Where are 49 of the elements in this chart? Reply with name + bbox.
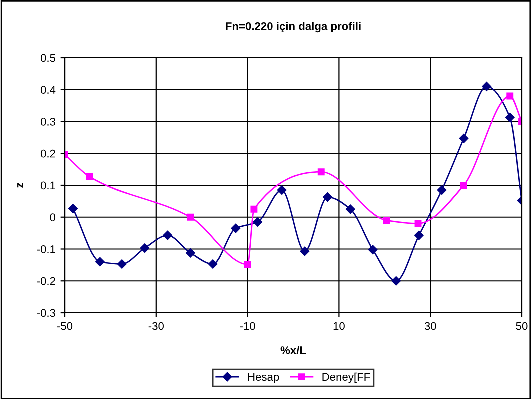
x-tick-label: 30 <box>424 322 436 330</box>
y-tick-label: 0.5 <box>40 54 56 62</box>
point <box>437 186 447 195</box>
y-tick-label: 0.2 <box>40 150 56 158</box>
y-tick-label: 0.4 <box>40 86 56 94</box>
x-tick-label: -30 <box>148 322 164 330</box>
y-tick-label: -0.1 <box>37 246 56 254</box>
y-tick-label: 0 <box>50 214 56 222</box>
x-tick-label: -10 <box>240 322 256 330</box>
point <box>163 230 172 240</box>
point <box>253 218 262 227</box>
point <box>318 168 325 176</box>
y-axis-title: z <box>18 183 24 188</box>
point <box>414 220 422 228</box>
x-tick-label: -50 <box>57 322 73 330</box>
point <box>392 276 401 286</box>
point <box>506 92 514 100</box>
point <box>323 192 332 202</box>
point <box>482 82 492 92</box>
y-tick-label: -0.3 <box>37 309 56 318</box>
point <box>118 260 127 269</box>
point <box>459 134 469 144</box>
x-axis-title: %x/L <box>280 346 306 355</box>
point <box>68 204 78 214</box>
point <box>383 217 390 224</box>
point <box>96 257 105 267</box>
x-tick-label: 10 <box>334 322 345 330</box>
point <box>208 260 218 269</box>
x-tick-label: 50 <box>516 322 528 330</box>
point <box>414 230 424 240</box>
chart-title: Fn=0.220 için dalga profili <box>226 22 361 33</box>
point <box>368 245 378 255</box>
point <box>505 112 515 122</box>
point <box>300 246 310 256</box>
point <box>346 204 356 214</box>
y-tick-label: 0.3 <box>40 118 56 126</box>
y-tick-label: 0.1 <box>40 182 56 190</box>
point <box>250 206 258 213</box>
point <box>277 186 287 195</box>
legend-label: Hesap <box>248 373 280 384</box>
point <box>187 214 194 221</box>
point <box>231 224 241 234</box>
point <box>460 182 468 189</box>
point <box>86 173 94 180</box>
point <box>244 261 252 268</box>
y-tick-label: -0.2 <box>37 277 56 286</box>
point <box>140 244 150 253</box>
point <box>186 248 196 258</box>
legend-label: Deney[FF <box>322 372 370 384</box>
